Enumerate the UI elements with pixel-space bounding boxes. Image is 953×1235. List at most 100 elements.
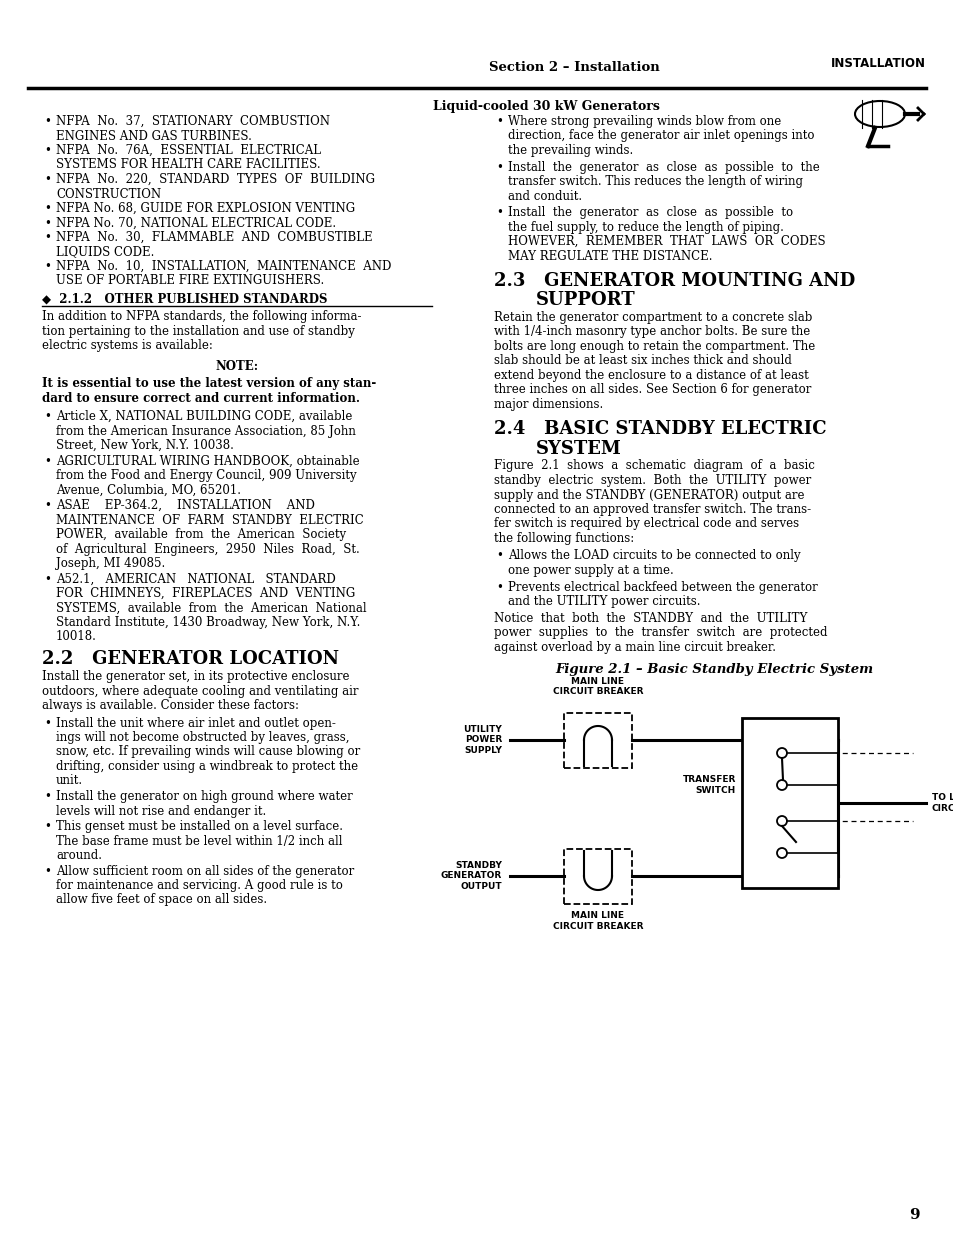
Text: tion pertaining to the installation and use of standby: tion pertaining to the installation and …: [42, 325, 355, 337]
Text: This genset must be installed on a level surface.: This genset must be installed on a level…: [56, 820, 343, 832]
Text: unit.: unit.: [56, 774, 83, 788]
Text: SYSTEM: SYSTEM: [536, 440, 621, 457]
Text: •: •: [44, 790, 51, 803]
Text: ENGINES AND GAS TURBINES.: ENGINES AND GAS TURBINES.: [56, 130, 252, 142]
Text: FOR  CHIMNEYS,  FIREPLACES  AND  VENTING: FOR CHIMNEYS, FIREPLACES AND VENTING: [56, 587, 355, 600]
Text: NFPA  No.  37,  STATIONARY  COMBUSTION: NFPA No. 37, STATIONARY COMBUSTION: [56, 115, 330, 128]
Text: •: •: [44, 144, 51, 157]
Text: 10018.: 10018.: [56, 631, 97, 643]
Text: of  Agricultural  Engineers,  2950  Niles  Road,  St.: of Agricultural Engineers, 2950 Niles Ro…: [56, 542, 359, 556]
Text: for maintenance and servicing. A good rule is to: for maintenance and servicing. A good ru…: [56, 879, 342, 892]
Text: •: •: [44, 820, 51, 832]
Text: NFPA  No.  30,  FLAMMABLE  AND  COMBUSTIBLE: NFPA No. 30, FLAMMABLE AND COMBUSTIBLE: [56, 231, 373, 245]
Text: STANDBY
GENERATOR
OUTPUT: STANDBY GENERATOR OUTPUT: [440, 861, 501, 890]
Text: transfer switch. This reduces the length of wiring: transfer switch. This reduces the length…: [507, 175, 802, 188]
Text: fer switch is required by electrical code and serves: fer switch is required by electrical cod…: [494, 517, 799, 531]
Text: 2.3   GENERATOR MOUNTING AND: 2.3 GENERATOR MOUNTING AND: [494, 272, 854, 290]
Text: INSTALLATION: INSTALLATION: [830, 57, 925, 70]
Text: POWER,  available  from  the  American  Society: POWER, available from the American Socie…: [56, 529, 346, 541]
Text: Standard Institute, 1430 Broadway, New York, N.Y.: Standard Institute, 1430 Broadway, New Y…: [56, 616, 360, 629]
Text: •: •: [44, 115, 51, 128]
Text: against overload by a main line circuit breaker.: against overload by a main line circuit …: [494, 641, 775, 653]
Text: A52.1,   AMERICAN   NATIONAL   STANDARD: A52.1, AMERICAN NATIONAL STANDARD: [56, 573, 335, 585]
Text: three inches on all sides. See Section 6 for generator: three inches on all sides. See Section 6…: [494, 384, 810, 396]
Text: major dimensions.: major dimensions.: [494, 398, 602, 411]
Text: Notice  that  both  the  STANDBY  and  the  UTILITY: Notice that both the STANDBY and the UTI…: [494, 611, 806, 625]
Text: NFPA  No.  76A,  ESSENTIAL  ELECTRICAL: NFPA No. 76A, ESSENTIAL ELECTRICAL: [56, 144, 320, 157]
Text: Article X, NATIONAL BUILDING CODE, available: Article X, NATIONAL BUILDING CODE, avail…: [56, 410, 352, 424]
Text: SYSTEMS FOR HEALTH CARE FACILITIES.: SYSTEMS FOR HEALTH CARE FACILITIES.: [56, 158, 320, 172]
Text: around.: around.: [56, 848, 102, 862]
Bar: [741, 718, 837, 888]
Text: always is available. Consider these factors:: always is available. Consider these fact…: [42, 699, 298, 713]
Text: TRANSFER
SWITCH: TRANSFER SWITCH: [682, 776, 735, 794]
Text: Install  the  generator  as  close  as  possible  to: Install the generator as close as possib…: [507, 206, 792, 219]
Text: from the Food and Energy Council, 909 University: from the Food and Energy Council, 909 Un…: [56, 469, 356, 482]
Text: •: •: [44, 454, 51, 468]
Text: Liquid-cooled 30 kW Generators: Liquid-cooled 30 kW Generators: [433, 100, 659, 112]
Text: 2.2   GENERATOR LOCATION: 2.2 GENERATOR LOCATION: [42, 650, 338, 668]
Text: extend beyond the enclosure to a distance of at least: extend beyond the enclosure to a distanc…: [494, 369, 808, 382]
Text: MAIN LINE
CIRCUIT BREAKER: MAIN LINE CIRCUIT BREAKER: [552, 677, 642, 697]
Text: with 1/4-inch masonry type anchor bolts. Be sure the: with 1/4-inch masonry type anchor bolts.…: [494, 326, 809, 338]
Bar: [563, 713, 631, 767]
Text: drifting, consider using a windbreak to protect the: drifting, consider using a windbreak to …: [56, 760, 357, 773]
Text: MAY REGULATE THE DISTANCE.: MAY REGULATE THE DISTANCE.: [507, 249, 712, 263]
Text: •: •: [44, 410, 51, 424]
Text: slab should be at least six inches thick and should: slab should be at least six inches thick…: [494, 354, 791, 368]
Text: power  supplies  to  the  transfer  switch  are  protected: power supplies to the transfer switch ar…: [494, 626, 826, 638]
Text: AGRICULTURAL WIRING HANDBOOK, obtainable: AGRICULTURAL WIRING HANDBOOK, obtainable: [56, 454, 359, 468]
Text: The base frame must be level within 1/2 inch all: The base frame must be level within 1/2 …: [56, 835, 342, 847]
Text: •: •: [44, 716, 51, 730]
Text: •: •: [496, 161, 502, 173]
Text: CONSTRUCTION: CONSTRUCTION: [56, 188, 161, 200]
Text: standby  electric  system.  Both  the  UTILITY  power: standby electric system. Both the UTILIT…: [494, 474, 810, 487]
Text: Figure 2.1 – Basic Standby Electric System: Figure 2.1 – Basic Standby Electric Syst…: [555, 663, 872, 676]
Text: 9: 9: [908, 1208, 919, 1221]
Text: electric systems is available:: electric systems is available:: [42, 338, 213, 352]
Text: Avenue, Columbia, MO, 65201.: Avenue, Columbia, MO, 65201.: [56, 483, 241, 496]
Text: supply and the STANDBY (GENERATOR) output are: supply and the STANDBY (GENERATOR) outpu…: [494, 489, 803, 501]
Text: allow five feet of space on all sides.: allow five feet of space on all sides.: [56, 893, 267, 906]
Text: Allow sufficient room on all sides of the generator: Allow sufficient room on all sides of th…: [56, 864, 354, 878]
Text: ings will not become obstructed by leaves, grass,: ings will not become obstructed by leave…: [56, 731, 349, 743]
Text: ◆  2.1.2   OTHER PUBLISHED STANDARDS: ◆ 2.1.2 OTHER PUBLISHED STANDARDS: [42, 293, 327, 306]
Text: ASAE    EP-364.2,    INSTALLATION    AND: ASAE EP-364.2, INSTALLATION AND: [56, 499, 314, 513]
Text: •: •: [44, 261, 51, 273]
Text: Install the unit where air inlet and outlet open-: Install the unit where air inlet and out…: [56, 716, 335, 730]
Text: •: •: [44, 864, 51, 878]
Text: the fuel supply, to reduce the length of piping.: the fuel supply, to reduce the length of…: [507, 221, 783, 233]
Text: MAIN LINE
CIRCUIT BREAKER: MAIN LINE CIRCUIT BREAKER: [552, 911, 642, 931]
Text: Install the generator set, in its protective enclosure: Install the generator set, in its protec…: [42, 671, 349, 683]
Text: Joseph, MI 49085.: Joseph, MI 49085.: [56, 557, 165, 571]
Text: Retain the generator compartment to a concrete slab: Retain the generator compartment to a co…: [494, 311, 812, 324]
Text: Install the generator on high ground where water: Install the generator on high ground whe…: [56, 790, 353, 803]
Text: •: •: [44, 203, 51, 215]
Text: •: •: [496, 206, 502, 219]
Text: levels will not rise and endanger it.: levels will not rise and endanger it.: [56, 804, 266, 818]
Text: •: •: [496, 550, 502, 562]
Text: NFPA No. 70, NATIONAL ELECTRICAL CODE.: NFPA No. 70, NATIONAL ELECTRICAL CODE.: [56, 216, 335, 230]
Text: MAINTENANCE  OF  FARM  STANDBY  ELECTRIC: MAINTENANCE OF FARM STANDBY ELECTRIC: [56, 514, 363, 526]
Bar: [563, 848, 631, 904]
Ellipse shape: [854, 101, 904, 127]
Text: •: •: [44, 173, 51, 186]
Text: NFPA  No.  10,  INSTALLATION,  MAINTENANCE  AND: NFPA No. 10, INSTALLATION, MAINTENANCE A…: [56, 261, 391, 273]
Text: connected to an approved transfer switch. The trans-: connected to an approved transfer switch…: [494, 503, 810, 516]
Text: Allows the LOAD circuits to be connected to only: Allows the LOAD circuits to be connected…: [507, 550, 800, 562]
Text: the following functions:: the following functions:: [494, 532, 634, 545]
Text: •: •: [496, 580, 502, 594]
Text: It is essential to use the latest version of any stan-: It is essential to use the latest versio…: [42, 377, 375, 390]
Text: Where strong prevailing winds blow from one: Where strong prevailing winds blow from …: [507, 115, 781, 128]
Text: •: •: [44, 573, 51, 585]
Text: direction, face the generator air inlet openings into: direction, face the generator air inlet …: [507, 130, 814, 142]
Text: NFPA  No.  220,  STANDARD  TYPES  OF  BUILDING: NFPA No. 220, STANDARD TYPES OF BUILDING: [56, 173, 375, 186]
Text: Figure  2.1  shows  a  schematic  diagram  of  a  basic: Figure 2.1 shows a schematic diagram of …: [494, 459, 814, 473]
Text: 2.4   BASIC STANDBY ELECTRIC: 2.4 BASIC STANDBY ELECTRIC: [494, 420, 825, 438]
Text: •: •: [496, 115, 502, 128]
Text: SUPPORT: SUPPORT: [536, 291, 635, 309]
Text: NOTE:: NOTE:: [215, 359, 258, 373]
Text: LIQUIDS CODE.: LIQUIDS CODE.: [56, 246, 154, 258]
Text: Prevents electrical backfeed between the generator: Prevents electrical backfeed between the…: [507, 580, 817, 594]
Text: •: •: [44, 231, 51, 245]
